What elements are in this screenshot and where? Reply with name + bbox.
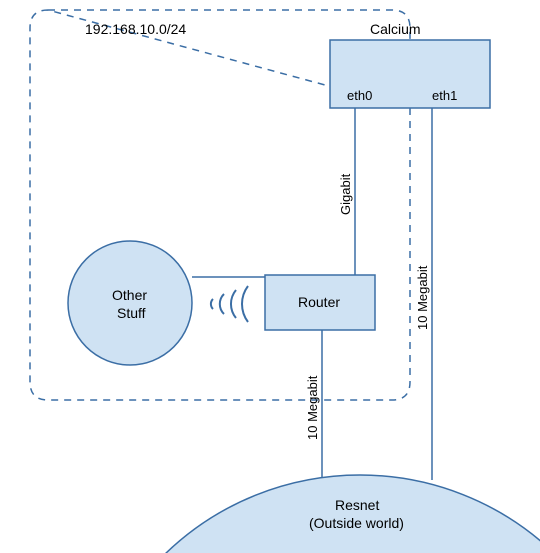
- eth0-label: eth0: [347, 88, 372, 103]
- edge-router-resnet-label: 10 Megabit: [305, 375, 320, 440]
- node-other-stuff: [68, 241, 192, 365]
- calcium-label: Calcium: [370, 21, 421, 37]
- wireless-icon: [211, 286, 248, 322]
- network-diagram: 192.168.10.0/24 Calcium eth0 eth1 Router…: [0, 0, 540, 553]
- edge-gigabit-label: Gigabit: [338, 173, 353, 215]
- node-resnet: [80, 475, 540, 553]
- resnet-label-1: Resnet: [335, 497, 379, 513]
- subnet-label: 192.168.10.0/24: [85, 21, 186, 37]
- eth1-label: eth1: [432, 88, 457, 103]
- edge-eth1-resnet-label: 10 Megabit: [415, 265, 430, 330]
- other-stuff-label-2: Stuff: [117, 305, 146, 321]
- resnet-label-2: (Outside world): [309, 515, 404, 531]
- router-label: Router: [298, 294, 340, 310]
- other-stuff-label-1: Other: [112, 287, 147, 303]
